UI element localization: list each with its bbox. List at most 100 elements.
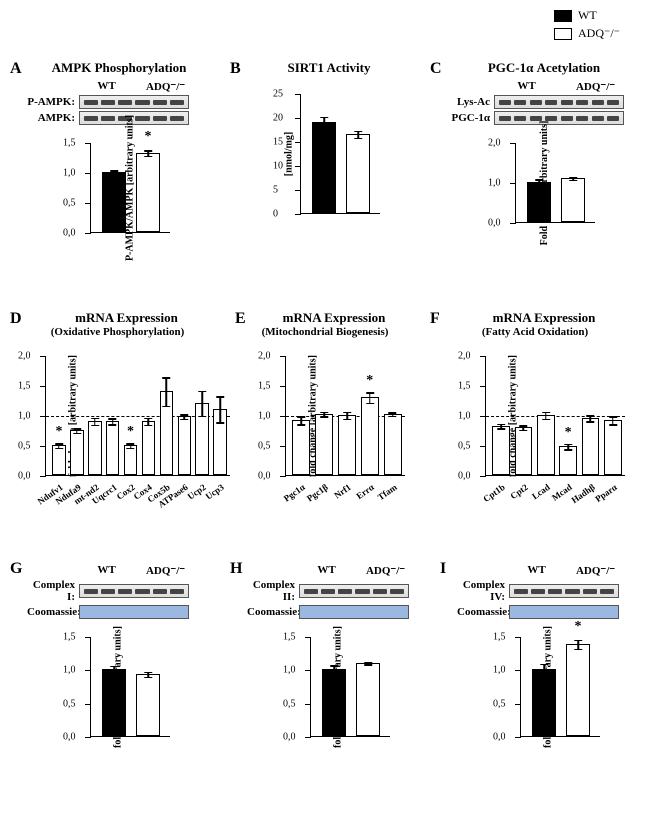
bar-Errα <box>361 397 379 475</box>
blot-row-label: Complex I: <box>27 579 75 603</box>
ytick-label: 0,5 <box>283 698 296 709</box>
bar-WT <box>102 172 126 232</box>
x-category-label: Pgc1α <box>282 482 307 504</box>
blot-row-label: P-AMPK: <box>27 96 75 108</box>
blot-header-adq: ADQ⁻/⁻ <box>568 564 623 577</box>
ytick-label: 0,0 <box>18 471 31 482</box>
ytick-label: 0,0 <box>488 218 501 229</box>
bar-Tfam <box>384 414 402 475</box>
ytick-label: 1,0 <box>63 168 76 179</box>
bar-ADQ <box>561 178 585 222</box>
western-blot: WT ADQ⁻/⁻ Complex IV: Coomassie: <box>457 564 623 619</box>
bar-ADQ <box>346 134 370 213</box>
bar-Hadhβ <box>582 418 600 475</box>
bar-Cox2 <box>124 445 138 475</box>
ytick-label: 1,5 <box>63 632 76 643</box>
bar-chart: 0,00,51,01,52,0fold change [arbitrary un… <box>485 356 625 476</box>
swatch-wt <box>554 10 572 22</box>
bar-chart: 0510152025[nmol/mg] <box>300 94 380 214</box>
ytick-label: 0,0 <box>63 228 76 239</box>
bar-Cox5b <box>160 391 174 475</box>
ytick-label: 1,0 <box>283 665 296 676</box>
y-axis-label: [nmol/mg] <box>284 131 295 175</box>
legend-wt-label: WT <box>578 8 597 23</box>
bar-Cpt1b <box>492 426 510 475</box>
ytick-label: 1,5 <box>493 632 506 643</box>
ytick-label: 0,5 <box>63 698 76 709</box>
blot-row-label: Complex IV: <box>457 579 505 603</box>
ytick-label: 1,0 <box>63 665 76 676</box>
ytick-label: 1,5 <box>258 381 271 392</box>
blot-band <box>299 584 409 598</box>
ytick-label: 1,5 <box>18 381 31 392</box>
significance-star: * <box>565 425 572 441</box>
bar-Cpt2 <box>515 427 533 475</box>
significance-star: * <box>55 424 62 440</box>
ytick-label: 10 <box>273 161 283 172</box>
bar-Mcad <box>559 446 577 475</box>
blot-header-adq: ADQ⁻/⁻ <box>138 80 193 93</box>
significance-star: * <box>366 373 373 389</box>
panel-letter: D <box>10 310 22 328</box>
x-category-label: Cpt2 <box>508 482 529 501</box>
western-blot: WTADQ⁻/⁻P-AMPK:AMPK: <box>27 80 193 125</box>
ytick-label: 2,0 <box>258 351 271 362</box>
bar-Ucp2 <box>195 403 209 475</box>
ytick-label: 1,5 <box>283 632 296 643</box>
panel-letter: A <box>10 60 22 78</box>
western-blot: WTADQ⁻/⁻Complex II:Coomassie: <box>247 564 413 619</box>
legend-adq: ADQ⁻/⁻ <box>554 26 620 41</box>
western-blot: WTADQ⁻/⁻Lys-AcPGC-1α <box>442 80 628 125</box>
blot-row-label: Coomassie: <box>457 606 505 618</box>
bar-mt-nd2 <box>88 421 102 475</box>
ytick-label: 5 <box>273 185 278 196</box>
ytick-label: 0,5 <box>258 441 271 452</box>
panel-title: AMPK Phosphorylation <box>52 60 187 76</box>
significance-star: * <box>145 129 152 145</box>
x-category-label: Cpt1b <box>481 482 506 504</box>
bar-Pgc1α <box>292 420 310 475</box>
blot-band <box>509 605 619 619</box>
ytick-label: 1,0 <box>18 411 31 422</box>
blot-header-wt: WT <box>79 80 134 93</box>
x-category-label: Errα <box>354 482 375 501</box>
bar-chart: 0,00,51,01,5fold change [arbitrary units… <box>520 637 600 737</box>
panel-letter: F <box>430 310 440 328</box>
panel-title: PGC-1α Acetylation <box>488 60 600 76</box>
blot-band <box>494 111 624 125</box>
y-axis-label: P-AMPK/AMPK [arbitrary units] <box>125 114 136 260</box>
bar-ADQ <box>136 153 160 232</box>
blot-band <box>494 95 624 109</box>
ytick-label: 25 <box>273 89 283 100</box>
swatch-adq <box>554 28 572 40</box>
blot-band <box>509 584 619 598</box>
bar-Nrf1 <box>338 415 356 475</box>
bar-Ndufa9 <box>70 430 84 475</box>
x-category-label: Lcad <box>530 482 552 501</box>
blot-header-adq: ADQ⁻/⁻ <box>358 564 413 577</box>
bar-ADQ <box>136 674 160 736</box>
blot-band <box>79 584 189 598</box>
blot-row-label: Lys-Ac <box>442 96 490 108</box>
blot-row-label: Coomassie: <box>27 606 75 618</box>
ytick-label: 15 <box>273 137 283 148</box>
blot-header-wt: WT <box>494 80 559 93</box>
x-category-label: Nrf1 <box>332 482 352 501</box>
significance-star: * <box>575 619 582 635</box>
blot-header-wt: WT <box>509 564 564 577</box>
bar-chart: 0,00,51,01,5fold change [arbitrary units… <box>90 637 170 737</box>
bar-ATPase6 <box>178 416 192 475</box>
blot-row-label: PGC-1α <box>442 112 490 124</box>
ytick-label: 1,0 <box>493 665 506 676</box>
bar-Cox4 <box>142 421 156 475</box>
legend-wt: WT <box>554 8 620 23</box>
ytick-label: 1,0 <box>488 178 501 189</box>
ytick-label: 20 <box>273 113 283 124</box>
blot-header-wt: WT <box>299 564 354 577</box>
blot-row-label: Complex II: <box>247 579 295 603</box>
ytick-label: 2,0 <box>18 351 31 362</box>
panel-I: IWTADQ⁻/⁻Complex IV:Coomassie:0,00,51,01… <box>440 560 640 737</box>
panel-title: mRNA Expression <box>283 310 386 326</box>
bar-chart: 0,00,51,01,52,0fold change [arbitrary un… <box>45 356 230 476</box>
ytick-label: 0,0 <box>63 732 76 743</box>
